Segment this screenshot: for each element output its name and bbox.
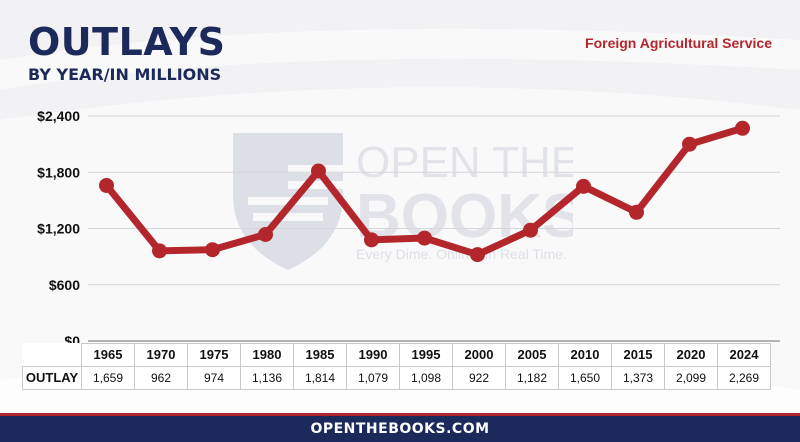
chart-gridlines — [88, 115, 780, 342]
outlay-row-label: OUTLAY — [22, 366, 82, 390]
data-label: 922 — [452, 366, 506, 390]
data-point-2005 — [523, 222, 538, 238]
data-label: 1,182 — [505, 366, 559, 390]
chart-title: OUTLAYS — [28, 20, 226, 64]
data-point-1965 — [99, 177, 114, 193]
data-point-2020 — [682, 136, 697, 152]
y-tick-label: $600 — [49, 277, 80, 293]
data-label: 1,098 — [399, 366, 453, 390]
data-point-2015 — [629, 204, 644, 220]
data-point-1985 — [311, 163, 326, 179]
x-tick-label: 2010 — [558, 343, 612, 367]
x-tick-label: 2005 — [505, 343, 559, 367]
data-point-2000 — [470, 247, 485, 263]
watermark-tagline: Every Dime. Online. In Real Time. — [356, 246, 567, 262]
x-tick-label: 1995 — [399, 343, 453, 367]
data-label: 1,814 — [293, 366, 347, 390]
y-tick-label: $1,200 — [37, 221, 80, 237]
data-label: 1,136 — [240, 366, 294, 390]
x-tick-label: 2015 — [611, 343, 665, 367]
table-corner — [22, 343, 82, 367]
data-label: 2,269 — [717, 366, 771, 390]
outlay-value-row: OUTLAY 1,659 962 974 1,136 1,814 1,079 1,098 92… — [22, 366, 771, 390]
year-header-row: 1965 1970 1975 1980 1985 1990 1995 2000 2005 2010… — [22, 343, 771, 367]
data-label: 2,099 — [664, 366, 718, 390]
data-label: 1,079 — [346, 366, 400, 390]
data-point-1970 — [152, 243, 167, 259]
data-point-2010 — [576, 178, 591, 194]
outlay-table: 1965 1970 1975 1980 1985 1990 1995 2000 2005 2010… — [22, 343, 771, 390]
data-label: 962 — [134, 366, 188, 390]
y-axis-labels: $0$600$1,200$1,800$2,400 — [37, 108, 80, 349]
data-point-1990 — [364, 232, 379, 248]
watermark-line1: OPEN THE — [356, 138, 573, 187]
site-footer: OPENTHEBOOKS.COM — [0, 413, 800, 442]
x-tick-label: 1965 — [81, 343, 135, 367]
chart-subtitle: BY YEAR/IN MILLIONS — [28, 65, 222, 84]
data-label: 1,659 — [81, 366, 135, 390]
data-label: 974 — [187, 366, 241, 390]
x-tick-label: 2000 — [452, 343, 506, 367]
data-label: 1,373 — [611, 366, 665, 390]
x-tick-label: 1970 — [134, 343, 188, 367]
x-tick-label: 1990 — [346, 343, 400, 367]
x-tick-label: 1985 — [293, 343, 347, 367]
x-tick-label: 2020 — [664, 343, 718, 367]
footer-url: OPENTHEBOOKS.COM — [310, 421, 490, 437]
data-point-1995 — [417, 230, 432, 246]
data-point-1980 — [258, 227, 273, 242]
x-tick-label: 2024 — [717, 343, 771, 367]
y-tick-label: $1,800 — [37, 164, 80, 180]
agency-label: Foreign Agricultural Service — [585, 35, 772, 51]
data-label: 1,650 — [558, 366, 612, 390]
data-point-1975 — [205, 242, 220, 258]
data-point-2024 — [735, 120, 750, 136]
y-tick-label: $2,400 — [37, 108, 80, 124]
outlay-series — [99, 120, 750, 263]
x-tick-label: 1975 — [187, 343, 241, 367]
x-tick-label: 1980 — [240, 343, 294, 367]
